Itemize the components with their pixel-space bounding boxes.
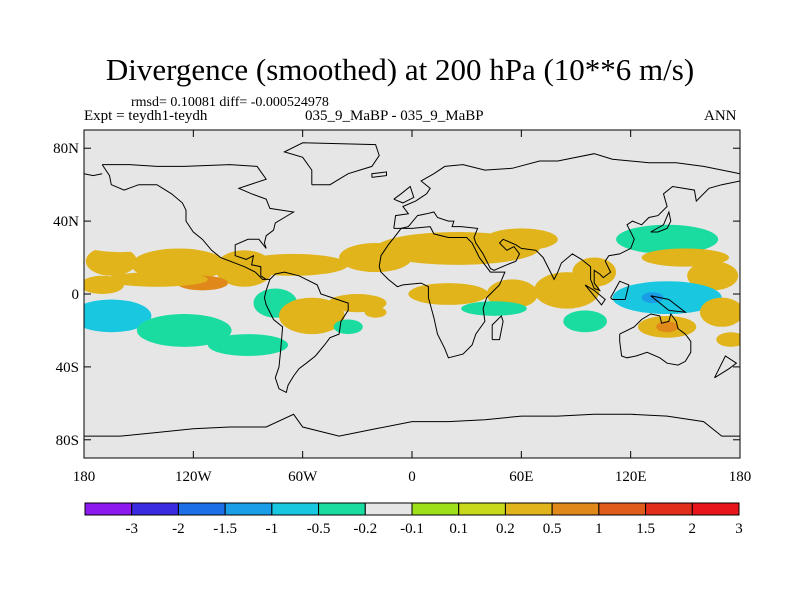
coastline-4 (393, 153, 740, 292)
coastline-9 (491, 314, 504, 341)
field-patch-9 (238, 253, 349, 276)
coastline-10 (584, 284, 606, 306)
case-label: 035_9_MaBP - 035_9_MaBP (305, 108, 484, 124)
colorbar-label-10: 1 (595, 521, 603, 537)
x-tick-label-1: 120W (175, 469, 213, 485)
coastline-layer (84, 142, 740, 437)
colorbar-label-6: -0.1 (400, 521, 424, 537)
field-patch-21 (364, 306, 387, 318)
field-patch-37 (656, 321, 679, 333)
colorbar-box-9 (504, 502, 553, 516)
field-patch-7 (297, 230, 327, 242)
colorbar-box-3 (224, 502, 273, 516)
x-tick-label-6: 180 (729, 469, 752, 485)
field-patch-22 (391, 301, 414, 316)
colorbar: -3 -2 -1.5 -1 -0.5 -0.2 -0.1 0.1 0.2 0.5 1 1.5 2 3 (84, 502, 743, 537)
y-tick-label-4: 80S (56, 433, 79, 449)
coastline-0 (101, 164, 296, 280)
field-patch-5 (84, 233, 161, 253)
field-patch-15 (136, 314, 232, 347)
field-patch-16 (207, 334, 289, 356)
field-patch-0 (85, 246, 137, 276)
y-tick-label-1: 40N (53, 214, 79, 230)
field-patch-35 (699, 297, 740, 327)
coastline-11 (610, 280, 630, 300)
axis-layer: 180 120W 60W 0 60E 120E 180 80N 40N 0 40S 80S (53, 130, 751, 485)
colorbar-label-13: 3 (735, 521, 743, 537)
stats-label: rmsd= 0.10081 diff= -0.000524978 (131, 95, 329, 110)
colorbar-box-1 (131, 502, 179, 516)
field-patch-14 (84, 299, 152, 333)
field-patch-29 (563, 310, 607, 333)
colorbar-box-0 (84, 502, 133, 516)
season-label: ANN (704, 108, 737, 124)
coastline-1 (263, 271, 349, 394)
colorbar-label-4: -0.5 (307, 521, 331, 537)
chart-title: Divergence (smoothed) at 200 hPa (10**6 … (105, 52, 695, 87)
coastline-5 (619, 312, 692, 366)
colorbar-label-1: -2 (172, 521, 185, 537)
colorbar-label-9: 0.5 (543, 521, 562, 537)
field-patch-24 (486, 279, 538, 309)
colorbar-box-8 (458, 502, 506, 516)
field-patch-12 (484, 228, 558, 251)
y-tick-label-2: 0 (72, 287, 80, 303)
colorbar-label-2: -1.5 (213, 521, 237, 537)
colorbar-label-5: -0.2 (353, 521, 377, 537)
coastline-2 (283, 142, 380, 186)
coastline-7 (371, 171, 387, 178)
colorbar-box-4 (271, 502, 320, 516)
field-patch-38 (716, 332, 740, 347)
colorbar-box-7 (411, 502, 460, 516)
x-tick-label-2: 60W (288, 469, 318, 485)
field-patch-30 (616, 224, 719, 254)
field-patch-13 (105, 272, 208, 287)
colorbar-box-13 (691, 502, 740, 516)
x-tick-label-5: 120E (615, 469, 647, 485)
y-tick-label-0: 80N (53, 141, 79, 157)
x-tick-label-4: 60E (509, 469, 533, 485)
colorbar-label-0: -3 (125, 521, 138, 537)
field-patch-23 (408, 283, 489, 305)
colorbar-label-3: -1 (266, 521, 279, 537)
field-patch-33 (612, 281, 722, 315)
colorbar-label-8: 0.2 (496, 521, 515, 537)
coastline-15 (84, 173, 103, 177)
expt-label: Expt = teydh1-teydh (84, 108, 208, 124)
field-patch-18 (278, 297, 345, 335)
field-patch-8 (337, 228, 360, 240)
colorbar-box-6 (364, 502, 413, 516)
colorbar-label-11: 1.5 (636, 521, 655, 537)
colorbar-box-5 (318, 502, 366, 516)
field-patch-6 (200, 235, 259, 251)
field-patch-31 (687, 261, 739, 291)
x-tick-label-3: 0 (408, 469, 416, 485)
coastline-13 (650, 295, 688, 313)
colorbar-label-12: 2 (689, 521, 697, 537)
colorbar-box-11 (598, 502, 647, 516)
field-patch-25 (461, 301, 527, 316)
coastline-3 (378, 226, 506, 359)
field-patch-32 (641, 248, 730, 267)
coastline-12 (650, 210, 672, 233)
colorbar-box-2 (177, 502, 226, 516)
coastline-6 (84, 413, 740, 437)
colorbar-box-12 (645, 502, 693, 516)
y-tick-label-3: 40S (56, 360, 79, 376)
field-patch-20 (333, 319, 363, 335)
coastline-14 (714, 355, 738, 379)
x-tick-label-0: 180 (73, 469, 96, 485)
field-layer (84, 224, 740, 356)
colorbar-box-10 (551, 502, 600, 516)
colorbar-label-7: 0.1 (449, 521, 468, 537)
coastline-8 (393, 185, 415, 204)
